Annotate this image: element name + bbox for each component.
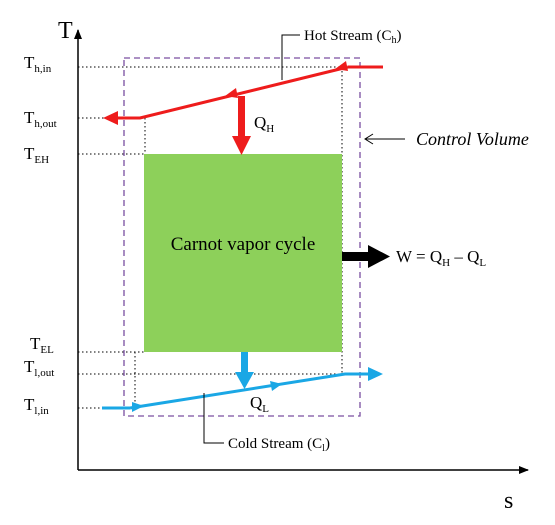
- tel-label: TEL: [30, 334, 54, 356]
- th-out-label: Th,out: [24, 108, 57, 130]
- hot-stream-mid-arrowhead: [225, 88, 238, 98]
- axes: T s: [58, 18, 529, 514]
- hot-stream: [103, 61, 383, 125]
- cold-stream-outlet-arrowhead: [368, 367, 383, 381]
- hot-stream-outlet-arrowhead: [103, 111, 118, 125]
- hot-stream-line: [117, 65, 349, 120]
- tl-out-label: Tl,out: [24, 357, 54, 379]
- cold-stream-mid-arrowhead: [270, 381, 282, 391]
- heat-out-label: QL: [250, 393, 269, 415]
- carnot-cycle-block: [144, 154, 342, 352]
- heat-in-label: QH: [254, 113, 274, 135]
- cold-stream-inlet-arrowhead: [132, 402, 144, 412]
- cold-stream-leader: [203, 393, 224, 444]
- cold-stream-line: [129, 372, 368, 410]
- work-arrow: [342, 245, 390, 268]
- control-volume-label: Control Volume: [416, 129, 529, 149]
- control-volume-pointer: [364, 133, 405, 145]
- carnot-cycle-label: Carnot vapor cycle: [171, 234, 316, 255]
- tl-in-label: Tl,in: [24, 395, 49, 417]
- hot-stream-leader: [281, 34, 300, 80]
- work-label: W = QH – QL: [396, 247, 486, 269]
- x-axis-label: s: [504, 488, 513, 514]
- teh-label: TEH: [24, 144, 49, 166]
- cold-stream: [102, 367, 383, 412]
- y-axis-label: T: [58, 18, 73, 44]
- temperature-labels: Th,in Th,out TEH TEL Tl,out Tl,in: [24, 53, 57, 417]
- control-volume-boundary: [123, 57, 361, 417]
- heat-out-arrow: [235, 352, 254, 389]
- hot-stream-label: Hot Stream (Ch): [304, 28, 402, 46]
- cold-stream-label: Cold Stream (Cl): [228, 436, 330, 454]
- th-in-label: Th,in: [24, 53, 52, 75]
- hot-stream-mid-arrowhead-2: [335, 61, 348, 71]
- reference-lines: [78, 66, 350, 409]
- heat-in-arrow: [232, 96, 251, 155]
